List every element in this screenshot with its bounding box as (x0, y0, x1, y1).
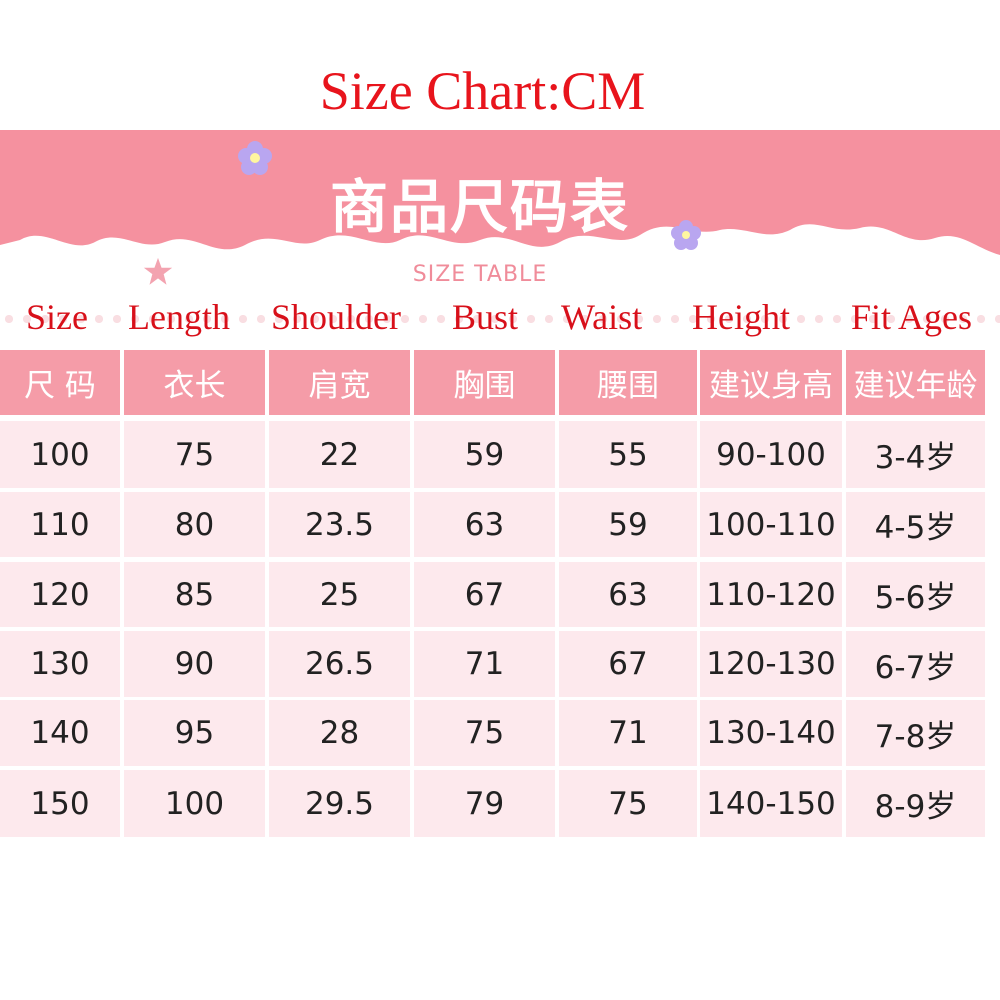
table-cell: 140-150 (700, 770, 842, 837)
table-cell: 59 (414, 421, 555, 488)
table-cell: 75 (124, 421, 265, 488)
table-cell: 7-8岁 (846, 700, 985, 766)
table-cell: 85 (124, 562, 265, 627)
english-header: Shoulder (271, 297, 401, 337)
english-header: Bust (452, 297, 519, 337)
english-header: Height (692, 297, 790, 337)
table-cell: 63 (414, 492, 555, 557)
table-cell: 71 (414, 631, 555, 697)
table-header-cell: 建议身高 (700, 350, 842, 415)
table-header-cell: 胸围 (414, 350, 555, 415)
table-header-cell: 尺 码 (0, 350, 120, 415)
table-cell: 28 (269, 700, 410, 766)
table-cell: 67 (414, 562, 555, 627)
banner-title: 商品尺码表 (329, 173, 630, 241)
table-cell: 67 (559, 631, 697, 697)
decorative-dots (0, 310, 1000, 328)
table-cell: 130 (0, 631, 120, 697)
flower-icon (671, 220, 701, 250)
table-cell: 110-120 (700, 562, 842, 627)
table-cell: 22 (269, 421, 410, 488)
english-header: Size (26, 297, 88, 337)
table-header-cell: 腰围 (559, 350, 697, 415)
banner-subtitle: SIZE TABLE (412, 262, 548, 287)
table-cell: 150 (0, 770, 120, 837)
english-header: Waist (561, 297, 643, 337)
table-cell: 3-4岁 (846, 421, 985, 488)
star-icon (143, 257, 173, 285)
table-cell: 26.5 (269, 631, 410, 697)
table-cell: 75 (559, 770, 697, 837)
table-cell: 71 (559, 700, 697, 766)
table-cell: 59 (559, 492, 697, 557)
flower-icon (238, 141, 272, 175)
table-cell: 79 (414, 770, 555, 837)
table-cell: 90-100 (700, 421, 842, 488)
table-cell: 130-140 (700, 700, 842, 766)
table-cell: 25 (269, 562, 410, 627)
table-header-cell: 衣长 (124, 350, 265, 415)
table-cell: 4-5岁 (846, 492, 985, 557)
table-cell: 100 (0, 421, 120, 488)
english-headers: Size Length Shoulder Bust Waist Height F… (0, 296, 1000, 342)
table-cell: 120-130 (700, 631, 842, 697)
table-cell: 55 (559, 421, 697, 488)
table-cell: 29.5 (269, 770, 410, 837)
table-cell: 100 (124, 770, 265, 837)
table-cell: 75 (414, 700, 555, 766)
table-cell: 23.5 (269, 492, 410, 557)
table-cell: 80 (124, 492, 265, 557)
table-header-cell: 建议年龄 (846, 350, 985, 415)
table-cell: 63 (559, 562, 697, 627)
table-cell: 5-6岁 (846, 562, 985, 627)
table-cell: 6-7岁 (846, 631, 985, 697)
table-cell: 8-9岁 (846, 770, 985, 837)
table-cell: 120 (0, 562, 120, 627)
page-title: Size Chart:CM (319, 61, 646, 121)
english-header: Length (128, 297, 230, 337)
table-cell: 110 (0, 492, 120, 557)
table-cell: 95 (124, 700, 265, 766)
english-header: Fit Ages (851, 297, 973, 337)
table-cell: 140 (0, 700, 120, 766)
banner-wave (0, 130, 1000, 255)
table-cell: 90 (124, 631, 265, 697)
table-header-cell: 肩宽 (269, 350, 410, 415)
table-cell: 100-110 (700, 492, 842, 557)
